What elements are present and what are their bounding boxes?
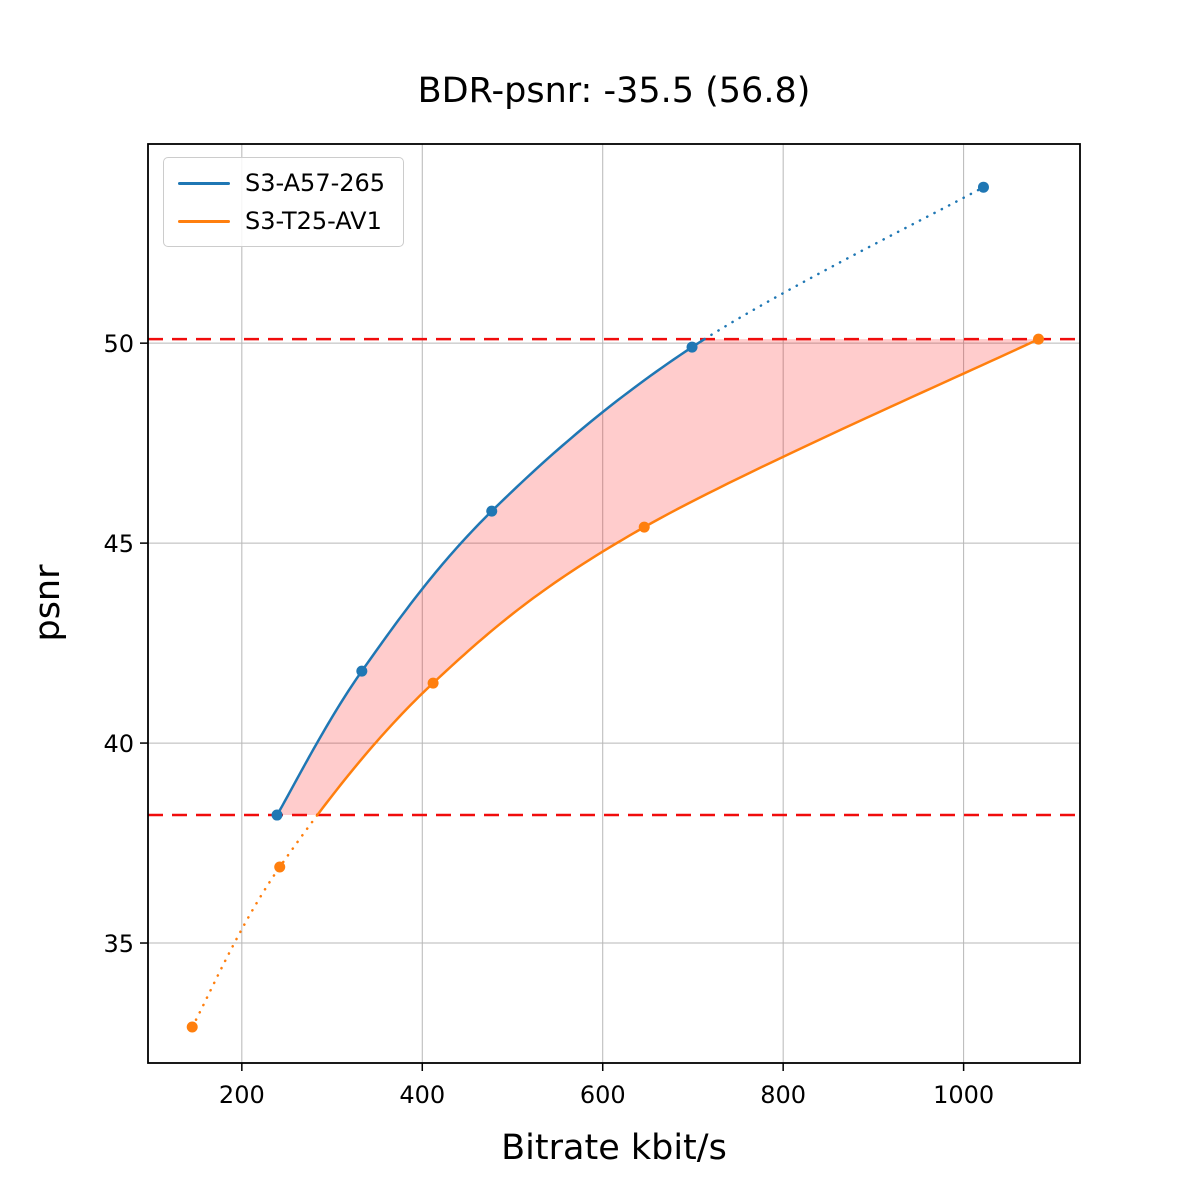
y-axis-label: psnr [28, 564, 68, 642]
legend-entry-s3-t25-av1: S3-T25-AV1 [178, 207, 385, 235]
y-tick-label: 50 [103, 330, 134, 358]
series-s3-t25-av1-solid [316, 338, 1040, 816]
data-point-marker [686, 341, 698, 353]
data-point-marker [977, 181, 989, 193]
y-tick-label: 40 [103, 730, 134, 758]
axes-frame [147, 143, 1081, 1064]
data-point-marker [274, 861, 286, 873]
x-tick-label: 200 [219, 1081, 265, 1109]
data-point-marker [271, 809, 283, 821]
legend-line-swatch-orange [178, 219, 230, 223]
series-s3-a57-265-dotted [703, 185, 985, 341]
x-tick-label: 600 [580, 1081, 626, 1109]
data-point-marker [638, 521, 650, 533]
x-tick-label: 400 [399, 1081, 445, 1109]
x-tick-label: 800 [760, 1081, 806, 1109]
data-point-marker [186, 1021, 198, 1033]
y-tick-label: 35 [103, 930, 134, 958]
data-point-marker [486, 505, 498, 517]
legend-line-swatch-blue [178, 181, 230, 185]
data-point-marker [1032, 333, 1044, 345]
chart-title: BDR-psnr: -35.5 (56.8) [417, 71, 811, 111]
legend-label: S3-T25-AV1 [245, 207, 382, 235]
series-s3-t25-av1-dotted [190, 813, 319, 1029]
legend-label: S3-A57-265 [245, 169, 386, 197]
x-tick-label: 1000 [933, 1081, 994, 1109]
legend-entry-s3-a57-265: S3-A57-265 [178, 169, 385, 197]
bd-shaded-region [277, 339, 1039, 816]
legend: S3-A57-265 S3-T25-AV1 [163, 157, 405, 247]
data-point-marker [427, 677, 439, 689]
y-tick-label: 45 [103, 530, 134, 558]
data-point-marker [356, 665, 368, 677]
series-s3-a57-265-solid [275, 338, 706, 816]
x-axis-label: Bitrate kbit/s [501, 1128, 727, 1168]
